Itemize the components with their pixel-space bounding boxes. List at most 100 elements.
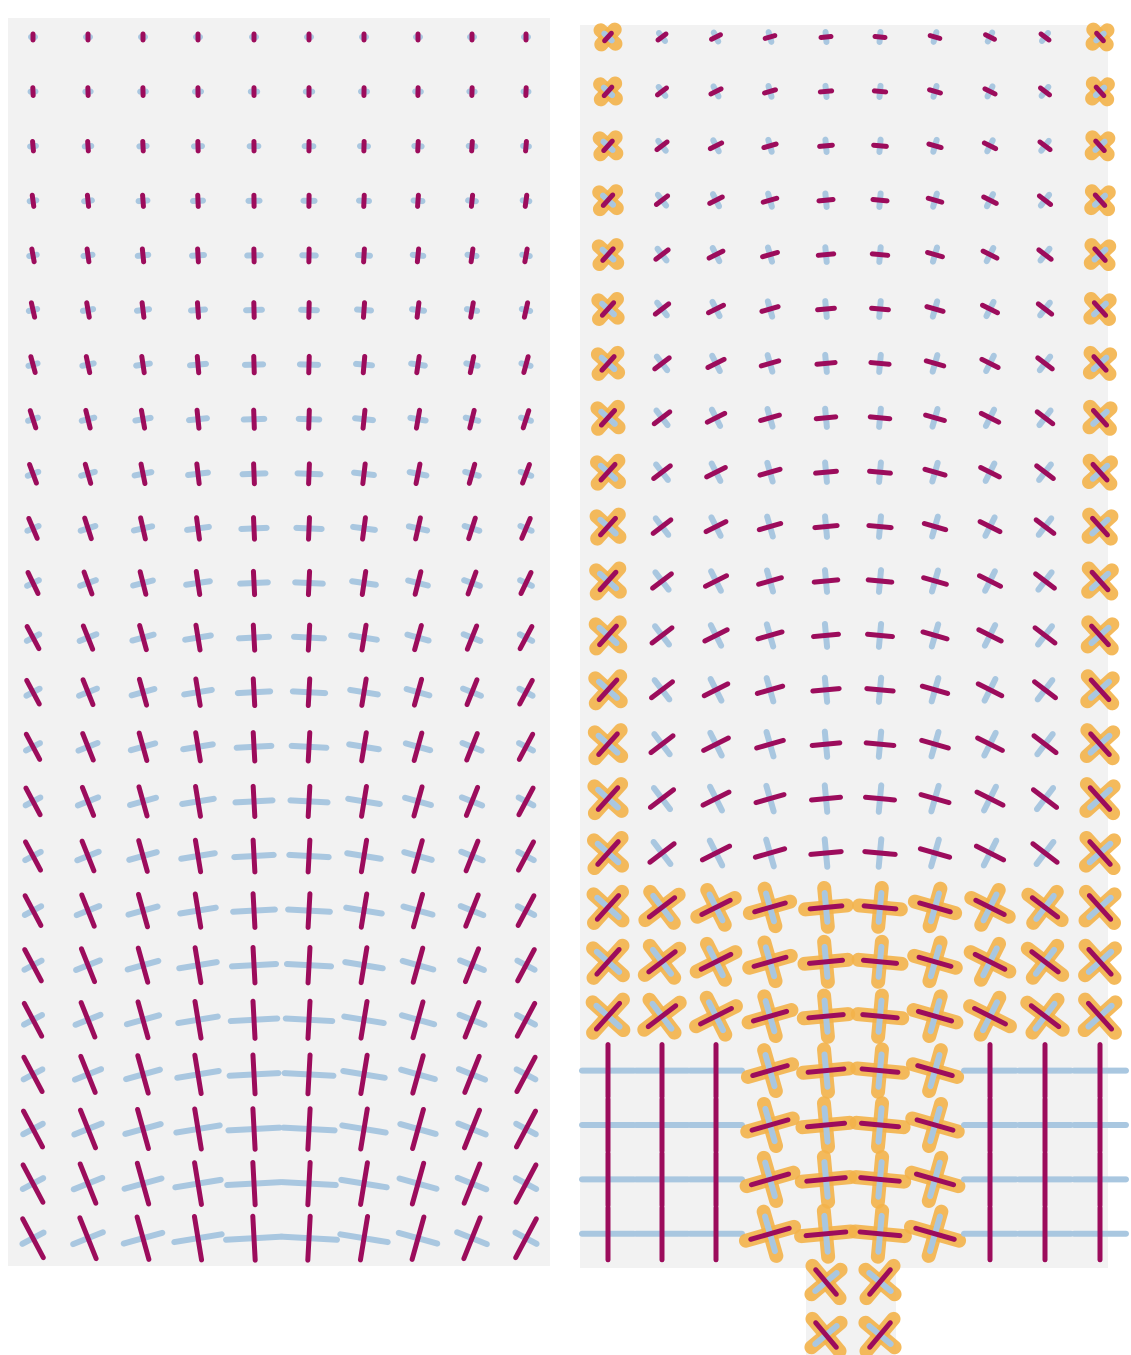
glyph-minor [306, 515, 312, 542]
glyph-minor [762, 33, 778, 41]
glyph-minor [594, 946, 622, 977]
glyph [1071, 1150, 1129, 1208]
glyph-minor [250, 837, 258, 875]
glyph [179, 784, 217, 819]
glyph [918, 782, 952, 815]
glyph [73, 892, 103, 929]
glyph [458, 784, 486, 818]
glyph [651, 461, 673, 483]
glyph [513, 1108, 539, 1150]
glyph [279, 1159, 339, 1208]
glyph [815, 298, 837, 320]
glyph [818, 29, 834, 45]
glyph [816, 190, 836, 210]
glyph [703, 514, 729, 539]
glyph [650, 515, 674, 538]
glyph [70, 1161, 106, 1206]
glyph [633, 1150, 691, 1208]
glyph [1030, 838, 1060, 868]
glyph-minor [135, 999, 151, 1041]
glyph [1084, 184, 1116, 217]
glyph-minor [1034, 409, 1056, 427]
glyph-minor [1034, 463, 1056, 482]
glyph [922, 459, 948, 485]
glyph-minor [860, 1012, 900, 1021]
glyph-minor [752, 846, 788, 860]
glyph-minor [813, 1320, 839, 1350]
glyph-minor [704, 410, 728, 425]
glyph [455, 1053, 489, 1095]
glyph [292, 568, 326, 598]
glyph [231, 837, 277, 875]
glyph-minor [250, 1052, 258, 1097]
glyph [465, 192, 479, 209]
glyph-minor [514, 1000, 538, 1039]
glyph [963, 990, 1017, 1042]
glyph-minor [698, 951, 734, 972]
glyph [1016, 1205, 1074, 1263]
glyph [687, 1205, 745, 1263]
glyph-minor [817, 142, 835, 149]
glyph-minor [756, 521, 784, 533]
glyph [295, 407, 323, 431]
glyph [870, 190, 890, 210]
glyph-minor [1092, 192, 1108, 208]
glyph [462, 407, 482, 431]
glyph [188, 300, 208, 320]
glyph [1079, 723, 1121, 766]
glyph-minor [701, 681, 731, 699]
glyph-minor [20, 1108, 46, 1150]
glyph [638, 884, 686, 930]
glyph-minor [251, 407, 257, 431]
glyph-minor [927, 87, 943, 96]
glyph-minor [972, 1005, 1008, 1027]
glyph [79, 354, 97, 376]
glyph [403, 676, 433, 708]
glyph [521, 31, 531, 43]
glyph [298, 300, 320, 320]
glyph-minor [520, 408, 532, 431]
glyph-minor [305, 1052, 313, 1097]
glyph-minor [23, 839, 43, 873]
glyph-minor [22, 893, 44, 928]
glyph [409, 246, 427, 265]
glyph-minor [808, 849, 844, 857]
glyph-minor [979, 302, 1001, 316]
glyph [742, 935, 798, 989]
glyph [587, 777, 629, 821]
glyph [651, 407, 673, 429]
glyph-minor [305, 1106, 313, 1152]
glyph [461, 569, 483, 597]
glyph-minor [1094, 30, 1106, 44]
glyph [405, 515, 431, 542]
glyph [813, 459, 839, 485]
glyph-minor [79, 784, 97, 818]
glyph-minor [915, 1063, 955, 1079]
glyph [869, 298, 891, 320]
glyph [24, 515, 42, 541]
glyph-minor [751, 954, 789, 969]
glyph [76, 623, 100, 652]
glyph-minor [749, 1117, 791, 1133]
glyph [963, 936, 1017, 987]
glyph [21, 893, 45, 928]
glyph [653, 191, 671, 209]
glyph [796, 988, 856, 1044]
glyph [1080, 669, 1120, 711]
glyph [754, 729, 786, 760]
glyph-minor [600, 192, 616, 208]
glyph [135, 192, 151, 209]
glyph [463, 354, 481, 376]
glyph-minor [193, 568, 203, 598]
glyph-minor [975, 681, 1005, 699]
glyph [127, 730, 159, 764]
glyph [458, 838, 486, 874]
glyph-minor [82, 515, 94, 542]
glyph-minor [924, 304, 946, 314]
glyph-minor [463, 838, 481, 874]
glyph [589, 561, 627, 601]
glyph [516, 624, 536, 652]
glyph-minor [467, 407, 477, 431]
glyph [464, 246, 480, 265]
glyph [19, 1162, 47, 1205]
